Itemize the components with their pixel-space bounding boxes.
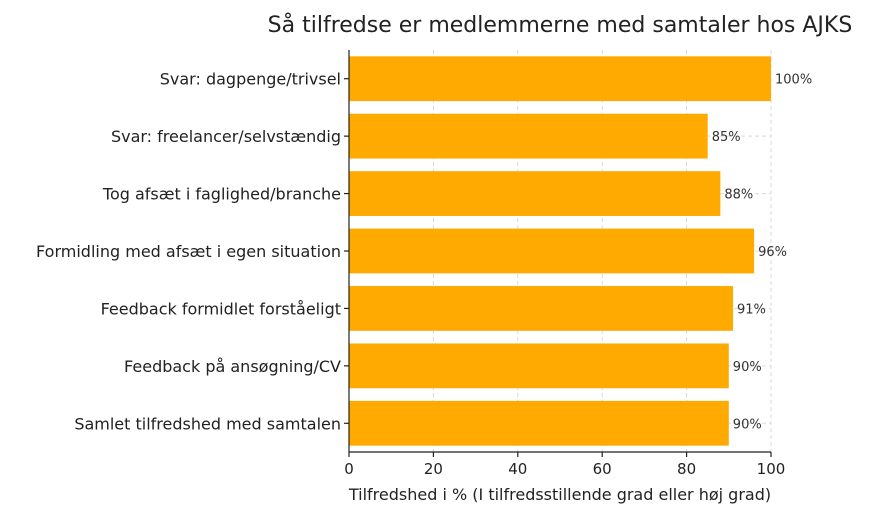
data-label: 96% bbox=[758, 245, 787, 260]
category-label: Svar: dagpenge/trivsel bbox=[160, 70, 341, 89]
ticks-layer: 0 20 40 60 80 100 bbox=[344, 78, 786, 478]
category-label: Svar: freelancer/selvstændig bbox=[111, 127, 341, 146]
bar bbox=[349, 171, 721, 216]
data-label: 100% bbox=[775, 73, 812, 88]
category-label: Samlet tilfredshed med samtalen bbox=[74, 414, 341, 433]
bar bbox=[349, 286, 734, 331]
x-tick-label: 80 bbox=[677, 460, 696, 478]
x-tick-label: 60 bbox=[593, 460, 612, 478]
x-tick-label: 40 bbox=[508, 460, 527, 478]
data-label: 85% bbox=[712, 130, 741, 145]
data-label: 88% bbox=[724, 188, 753, 203]
category-label: Feedback på ansøgning/CV bbox=[124, 357, 341, 376]
x-axis-title: Tilfredshed i % (I tilfredsstillende gra… bbox=[348, 485, 771, 504]
x-tick-label: 20 bbox=[424, 460, 443, 478]
bars-layer bbox=[349, 56, 771, 446]
bar bbox=[349, 113, 708, 159]
data-label: 90% bbox=[733, 417, 762, 432]
data-label: 91% bbox=[737, 302, 766, 317]
x-tick-label: 0 bbox=[344, 460, 354, 478]
category-label: Feedback formidlet forståeligt bbox=[101, 299, 341, 318]
bar bbox=[349, 400, 729, 446]
data-label: 90% bbox=[733, 360, 762, 375]
bar bbox=[349, 56, 771, 102]
category-label: Tog afsæt i faglighed/branche bbox=[102, 185, 341, 204]
labels-layer: Svar: dagpenge/trivsel 100% Svar: freelanc… bbox=[36, 70, 812, 434]
x-tick-label: 100 bbox=[757, 460, 786, 478]
bar bbox=[349, 343, 729, 389]
chart-title: Så tilfredse er medlemmerne med samtaler… bbox=[268, 12, 853, 38]
category-label: Formidling med afsæt i egen situation bbox=[36, 242, 341, 261]
bar bbox=[349, 228, 755, 274]
